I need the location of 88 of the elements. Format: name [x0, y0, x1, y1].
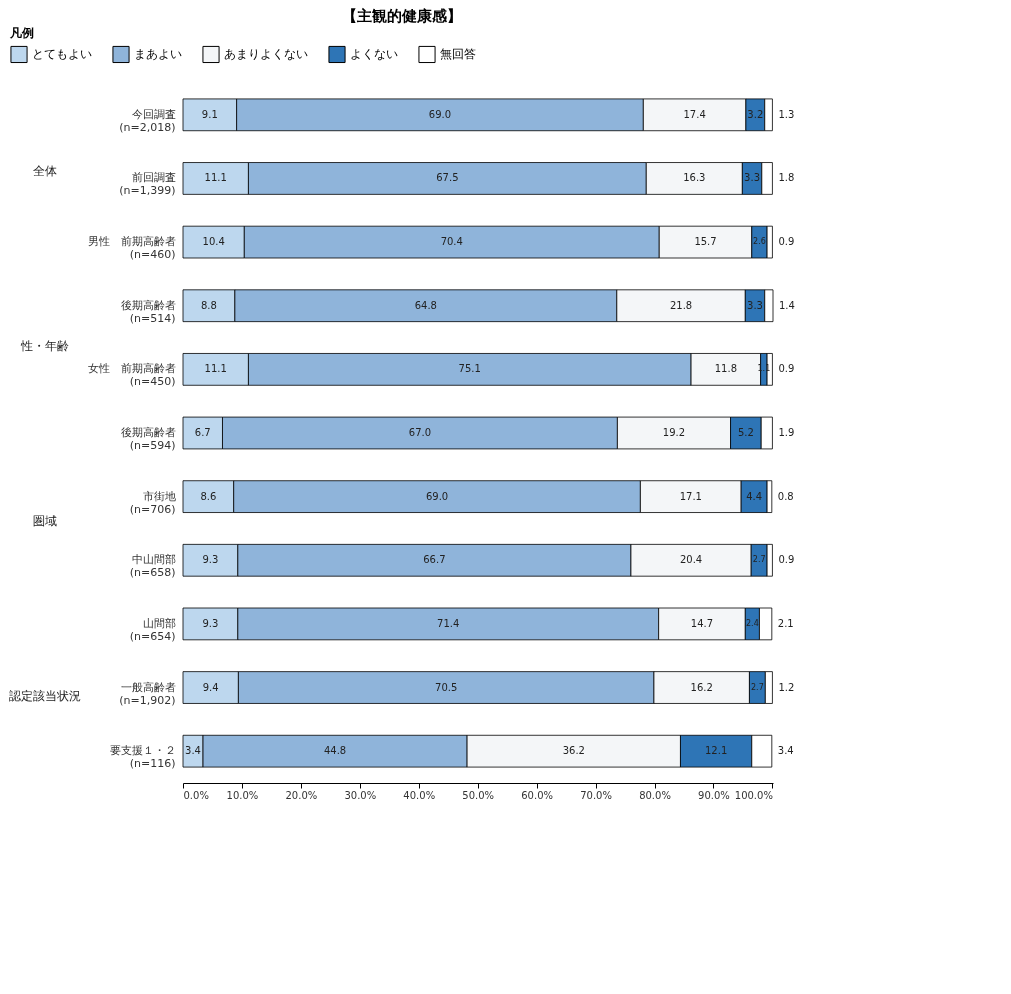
y-tick-label: 男性 前期高齢者 (n=460) [87, 235, 176, 262]
x-tick-label: 60.0% [521, 789, 554, 801]
data-label: 3.3 [744, 172, 761, 184]
data-label: 3.2 [747, 108, 764, 120]
data-label: 10.4 [202, 236, 225, 248]
x-tick-label: 100.0% [734, 789, 773, 801]
data-label: 64.8 [414, 299, 437, 311]
y-tick-label: 中山間部 (n=658) [129, 553, 176, 580]
y-tick-label: 今回調査 (n=2,018) [119, 107, 176, 134]
data-label: 17.4 [683, 108, 706, 120]
text: 全体 [33, 163, 57, 178]
x-tick-label: 0.0% [183, 789, 209, 801]
data-label: 11.8 [714, 363, 737, 375]
data-label: 2.6 [753, 237, 766, 247]
x-tick-label: 50.0% [462, 789, 495, 801]
x-tick-label: 20.0% [285, 789, 318, 801]
x-tick-label: 10.0% [226, 789, 259, 801]
data-label: 21.8 [669, 299, 693, 311]
data-label: 70.5 [435, 681, 458, 693]
data-label: 19.2 [662, 427, 686, 438]
data-label: 70.4 [440, 236, 463, 248]
legend-label: まあよい [134, 47, 182, 62]
data-label: 36.2 [562, 745, 585, 757]
data-label: 6.7 [194, 427, 211, 438]
data-label: 1.2 [778, 681, 795, 693]
y-tick-label: 要支援１・２ (n=116) [109, 744, 176, 771]
data-label: 17.1 [679, 490, 702, 502]
x-tick-label: 70.0% [580, 789, 612, 801]
x-tick-label: 30.0% [344, 789, 377, 801]
data-label: 44.8 [323, 745, 347, 757]
x-tick-label: 40.0% [403, 789, 436, 801]
y-tick-label: 市街地 (n=706) [129, 489, 176, 516]
legend-label: よくない [350, 47, 398, 62]
data-label: 0.9 [778, 236, 795, 248]
data-label: 69.0 [425, 490, 449, 502]
data-label: 2.7 [751, 682, 764, 692]
data-label: 69.0 [428, 108, 452, 120]
data-label: 20.4 [679, 554, 703, 566]
data-label: 3.3 [747, 299, 763, 311]
data-label: 11.1 [204, 363, 227, 375]
data-label: 75.1 [458, 363, 481, 375]
data-label: 0.9 [778, 363, 795, 375]
data-label: 1.9 [778, 427, 795, 438]
data-label: 66.7 [423, 554, 446, 566]
y-tick-label: 前回調査 (n=1,399) [119, 171, 176, 198]
data-label: 4.4 [746, 490, 763, 502]
data-label: 16.3 [683, 172, 706, 184]
legend-label: あまりよくない [224, 47, 308, 62]
data-label: 12.1 [704, 745, 728, 757]
y-tick-label: 女性 前期高齢者 (n=450) [87, 362, 176, 389]
data-label: 16.2 [690, 681, 713, 693]
data-label: 9.3 [202, 554, 219, 566]
data-label: 0.9 [778, 554, 795, 566]
legend-label: 無回答 [440, 47, 476, 62]
x-tick-label: 90.0% [698, 789, 730, 801]
data-label: 8.8 [200, 299, 217, 311]
data-label: 71.4 [437, 617, 460, 629]
data-label: 1.8 [778, 172, 795, 184]
data-label: 15.7 [694, 236, 717, 248]
data-label: 9.1 [201, 108, 218, 120]
data-label: 8.6 [200, 490, 217, 502]
text: 圏域 [33, 513, 57, 528]
legend-label: とてもよい [32, 47, 92, 62]
data-label: 1.1 [757, 364, 771, 374]
y-tick-label: 後期高齢者 (n=514) [120, 298, 176, 325]
legend-title: 凡例 [9, 26, 34, 40]
data-label: 11.1 [204, 172, 227, 184]
data-label: 3.4 [777, 745, 794, 757]
data-label: 5.2 [737, 427, 754, 438]
text: 認定該当状況 [9, 688, 81, 703]
data-label: 14.7 [690, 617, 714, 629]
data-label: 67.0 [408, 427, 432, 438]
data-label: 1.3 [778, 108, 795, 120]
y-tick-label: 山間部 (n=654) [129, 616, 176, 643]
data-label: 2.4 [746, 618, 759, 628]
x-tick-label: 80.0% [639, 789, 671, 801]
data-label: 9.4 [202, 681, 219, 693]
data-label: 3.4 [185, 745, 201, 757]
y-tick-label: 一般高齢者 (n=1,902) [119, 680, 176, 707]
data-label: 2.7 [752, 555, 766, 565]
data-label: 9.3 [202, 617, 219, 629]
y-tick-label: 後期高齢者 (n=594) [120, 426, 176, 452]
data-label: 2.1 [777, 617, 794, 629]
data-label: 67.5 [436, 172, 459, 184]
text: 性・年齢 [20, 338, 69, 353]
chart-title: 【主観的健康感】 [341, 7, 462, 25]
data-label: 0.8 [777, 490, 794, 502]
data-label: 1.4 [779, 299, 795, 311]
